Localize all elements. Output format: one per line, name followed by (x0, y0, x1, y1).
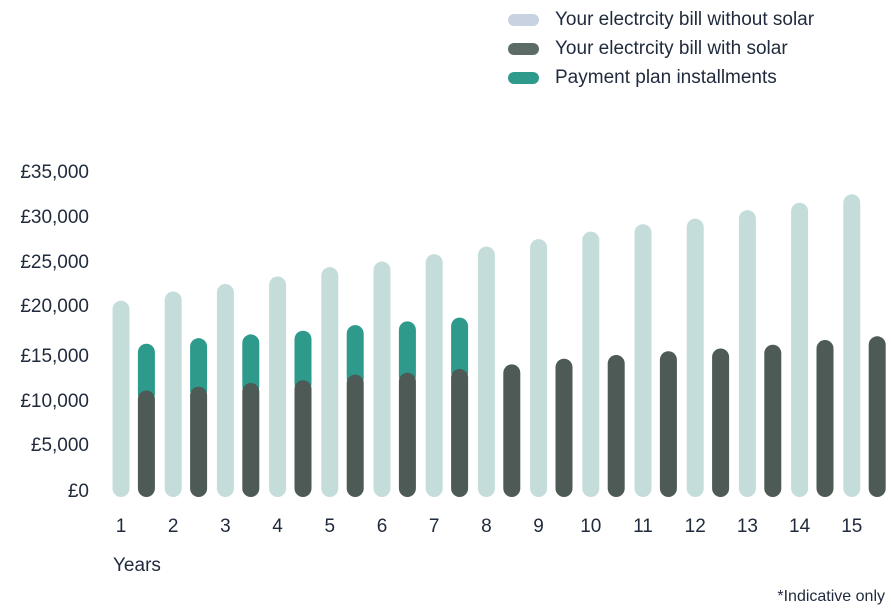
bar-with-solar (451, 369, 469, 497)
bar-without-solar (791, 202, 809, 497)
bar-with-solar (398, 372, 416, 497)
x-tick-label: 8 (481, 516, 492, 537)
bar-with-solar (137, 390, 155, 497)
bar-with-solar (712, 348, 730, 497)
bar-with-solar (242, 383, 260, 497)
bar-with-solar (816, 340, 834, 497)
bar-with-solar (190, 386, 208, 497)
x-tick-label: 13 (737, 516, 758, 537)
bar-without-solar (164, 291, 182, 497)
x-tick-label: 10 (580, 516, 601, 537)
legend-swatch-with-solar (508, 42, 539, 55)
y-tick-label: £20,000 (20, 296, 89, 317)
y-tick-label: £30,000 (20, 207, 89, 228)
legend-label-payment-plan: Payment plan installments (555, 66, 777, 88)
bar-with-solar (294, 380, 312, 497)
bar-without-solar (843, 194, 861, 497)
bar-payment-plan (137, 343, 155, 403)
x-tick-label: 7 (429, 516, 440, 537)
x-axis-title: Years (113, 555, 161, 576)
bar-without-solar (582, 231, 600, 498)
x-tick-label: 2 (168, 516, 179, 537)
bar-payment-plan (398, 321, 416, 385)
bar-without-solar (738, 210, 756, 497)
bar-payment-plan (346, 325, 364, 387)
bar-with-solar (346, 374, 364, 497)
bar-payment-plan (242, 334, 260, 396)
bar-with-solar (659, 351, 677, 497)
bar-without-solar (112, 300, 130, 497)
bar-without-solar (477, 246, 495, 497)
bar-without-solar (269, 276, 287, 497)
bar-with-solar (503, 364, 521, 497)
bar-without-solar (216, 283, 234, 497)
bar-payment-plan (190, 338, 208, 399)
bar-without-solar (634, 224, 652, 497)
x-tick-label: 11 (633, 516, 653, 537)
x-tick-label: 12 (685, 516, 706, 537)
bar-with-solar (764, 344, 782, 497)
bar-without-solar (530, 239, 548, 497)
x-tick-label: 14 (789, 516, 811, 537)
bar-without-solar (321, 267, 339, 497)
bar-payment-plan (451, 317, 469, 382)
bar-with-solar (868, 336, 886, 497)
legend-swatch-without-solar (508, 13, 539, 26)
x-tick-label: 5 (325, 516, 336, 537)
bar-with-solar (555, 358, 573, 497)
legend-item-payment-plan: Payment plan installments (508, 63, 814, 92)
x-tick-label: 4 (272, 516, 283, 537)
legend-label-without-solar: Your electrcity bill without solar (555, 8, 815, 30)
y-tick-label: £25,000 (20, 252, 89, 273)
footnote: *Indicative only (777, 588, 885, 605)
y-tick-label: £0 (68, 481, 89, 502)
legend-label-with-solar: Your electrcity bill with solar (555, 37, 788, 59)
bar-payment-plan (294, 330, 312, 393)
x-tick-label: 6 (377, 516, 388, 537)
y-tick-label: £5,000 (31, 435, 89, 456)
bar-without-solar (373, 261, 391, 497)
legend-swatch-payment-plan (508, 71, 539, 84)
bar-with-solar (607, 354, 625, 497)
x-tick-label: 3 (220, 516, 231, 537)
x-tick-label: 1 (116, 516, 127, 537)
x-tick-label: 9 (533, 516, 544, 537)
x-tick-label: 15 (841, 516, 862, 537)
y-tick-label: £15,000 (20, 346, 89, 367)
y-tick-label: £10,000 (20, 391, 89, 412)
legend-item-with-solar: Your electrcity bill with solar (508, 34, 814, 63)
legend-item-without-solar: Your electrcity bill without solar (508, 5, 814, 34)
y-tick-label: £35,000 (20, 162, 89, 183)
bar-without-solar (425, 254, 443, 497)
legend: Your electrcity bill without solar Your … (508, 5, 814, 92)
bar-without-solar (686, 218, 704, 497)
